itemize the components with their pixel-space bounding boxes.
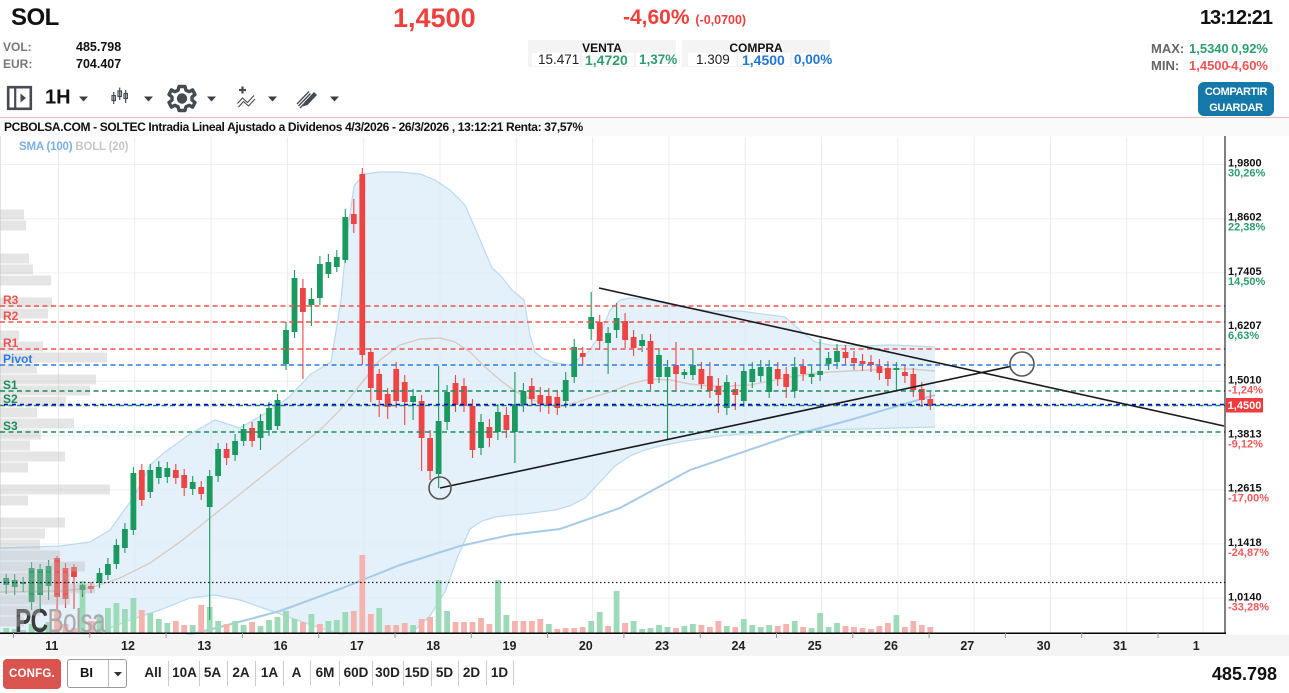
svg-text:22,38%: 22,38% <box>1228 222 1266 234</box>
svg-text:26: 26 <box>884 639 898 653</box>
svg-text:-1,24%: -1,24% <box>1228 384 1263 396</box>
svg-text:27: 27 <box>960 639 974 653</box>
svg-text:6,63%: 6,63% <box>1228 330 1259 342</box>
svg-text:R3: R3 <box>3 293 19 307</box>
svg-text:14,50%: 14,50% <box>1228 276 1266 288</box>
svg-text:24: 24 <box>731 639 745 653</box>
svg-text:-24,87%: -24,87% <box>1228 547 1269 559</box>
svg-text:31: 31 <box>1113 639 1127 653</box>
svg-text:-9,12%: -9,12% <box>1228 439 1263 451</box>
svg-text:S3: S3 <box>3 419 18 433</box>
svg-text:Pivot: Pivot <box>3 352 32 366</box>
svg-text:1,5010: 1,5010 <box>1228 374 1262 386</box>
svg-text:1: 1 <box>1193 639 1200 653</box>
svg-text:-17,00%: -17,00% <box>1228 493 1269 505</box>
svg-text:16: 16 <box>274 639 288 653</box>
svg-text:12: 12 <box>121 639 135 653</box>
svg-text:30,26%: 30,26% <box>1228 168 1266 180</box>
svg-text:30: 30 <box>1037 639 1051 653</box>
svg-text:R1: R1 <box>3 336 19 350</box>
svg-text:1,4500: 1,4500 <box>1228 400 1262 412</box>
svg-text:17: 17 <box>350 639 364 653</box>
svg-text:1,6207: 1,6207 <box>1228 320 1262 332</box>
svg-text:1,9800: 1,9800 <box>1228 158 1262 170</box>
svg-text:25: 25 <box>808 639 822 653</box>
svg-text:1,0140: 1,0140 <box>1228 592 1262 604</box>
svg-text:R2: R2 <box>3 309 19 323</box>
svg-text:PCBolsa: PCBolsa <box>15 604 106 640</box>
svg-text:S2: S2 <box>3 392 18 406</box>
svg-text:11: 11 <box>45 639 58 653</box>
svg-text:1,7405: 1,7405 <box>1228 266 1262 278</box>
svg-text:1,8602: 1,8602 <box>1228 212 1262 224</box>
svg-text:1H: 1H <box>45 87 71 109</box>
svg-text:S1: S1 <box>3 378 18 392</box>
svg-text:-33,28%: -33,28% <box>1228 602 1269 614</box>
svg-text:20: 20 <box>579 639 593 653</box>
svg-text:19: 19 <box>503 639 517 653</box>
svg-text:1,1418: 1,1418 <box>1228 537 1262 549</box>
svg-text:1,3813: 1,3813 <box>1228 429 1262 441</box>
svg-text:13: 13 <box>197 639 211 653</box>
svg-text:1,2615: 1,2615 <box>1228 483 1262 495</box>
svg-text:23: 23 <box>655 639 669 653</box>
svg-text:18: 18 <box>426 639 440 653</box>
svg-text:SMA (100) BOLL (20): SMA (100) BOLL (20) <box>19 141 129 153</box>
